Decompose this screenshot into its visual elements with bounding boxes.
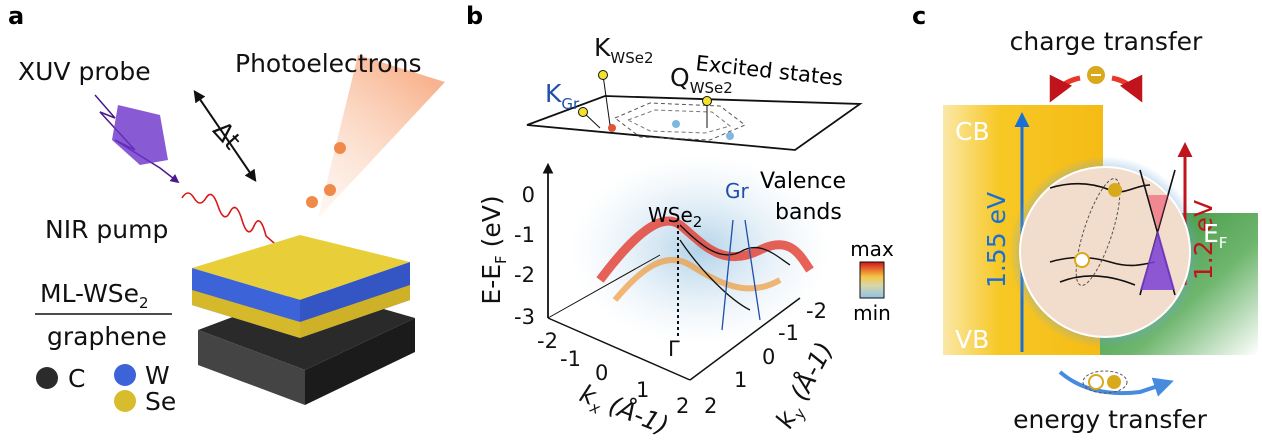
legend-c bbox=[36, 367, 58, 389]
legend-w bbox=[114, 364, 136, 386]
energy-transfer-label: energy transfer bbox=[1013, 405, 1208, 434]
electron bbox=[1107, 375, 1121, 389]
kx-label: kx (Å-1) bbox=[574, 379, 672, 441]
band-label: Gr bbox=[725, 179, 749, 203]
colorbar-min: min bbox=[853, 301, 891, 325]
ky-tick: 2 bbox=[704, 394, 717, 418]
kx-tick: -2 bbox=[537, 329, 558, 353]
colorbar-max: max bbox=[850, 237, 894, 261]
excited-state bbox=[726, 132, 734, 140]
excited-state bbox=[672, 120, 680, 128]
hole bbox=[1089, 375, 1103, 389]
inset-circle bbox=[1020, 167, 1190, 337]
point-label: KGr bbox=[545, 79, 580, 113]
gap-energy: 1.55 eV bbox=[982, 192, 1011, 288]
panel-b: b KWSe2 Excited states KGr QWSe2 Valence… bbox=[466, 2, 894, 441]
legend-label: C bbox=[68, 364, 85, 393]
ky-label: ky (Å-1) bbox=[770, 337, 843, 434]
energy-tick: -3 bbox=[514, 305, 535, 329]
xuv-label: XUV probe bbox=[18, 57, 151, 86]
layer-label: ML-WSe2 bbox=[40, 279, 149, 312]
pin-head bbox=[599, 71, 608, 80]
electron bbox=[334, 142, 346, 154]
energy-axis-label: E-EF (eV) bbox=[477, 195, 510, 304]
transfer-arrow bbox=[1112, 78, 1140, 98]
ky-tick: -2 bbox=[806, 299, 827, 323]
ky-tick: 0 bbox=[762, 345, 775, 369]
legend-label: Se bbox=[145, 387, 176, 416]
kx-tick: 0 bbox=[595, 361, 608, 385]
legend-label: W bbox=[145, 361, 170, 390]
valence-label: Valence bbox=[760, 169, 846, 194]
kx-tick: 2 bbox=[676, 394, 689, 418]
nir-label: NIR pump bbox=[45, 215, 168, 244]
delay-label: Δt bbox=[207, 116, 247, 156]
legend-se bbox=[114, 390, 136, 412]
colorbar bbox=[860, 262, 884, 298]
valence-label: bands bbox=[775, 200, 842, 225]
photoelectron-cone bbox=[318, 55, 445, 218]
panel-label: a bbox=[8, 2, 24, 30]
cb-label: CB bbox=[955, 117, 990, 146]
electron bbox=[324, 184, 336, 196]
photoelectrons-label: Photoelectrons bbox=[235, 49, 421, 78]
energy-tick: -2 bbox=[514, 263, 535, 287]
hole bbox=[1075, 253, 1089, 267]
ky-tick: 1 bbox=[734, 368, 747, 392]
layer-label: graphene bbox=[47, 322, 167, 351]
panel-label: b bbox=[466, 2, 483, 30]
kx-tick: -1 bbox=[560, 347, 581, 371]
panel-c: c charge transfer CB VB 1.55 eV 1.2 eV E… bbox=[912, 2, 1258, 434]
point-label: KWSe2 bbox=[594, 33, 654, 67]
ky-tick: -1 bbox=[778, 321, 799, 345]
vb-label: VB bbox=[955, 325, 989, 354]
figure: a Photoelectrons XUV probe Δt NIR pump M… bbox=[0, 0, 1262, 441]
transfer-arrow bbox=[1052, 78, 1080, 98]
excited-state bbox=[608, 124, 616, 132]
xuv-pulse bbox=[112, 105, 168, 165]
electron bbox=[306, 196, 318, 208]
energy-tick: 0 bbox=[522, 183, 535, 207]
energy-tick: -1 bbox=[514, 223, 535, 247]
panel-a: a Photoelectrons XUV probe Δt NIR pump M… bbox=[8, 2, 445, 416]
pin-head bbox=[703, 97, 712, 106]
gamma-label: Γ bbox=[668, 337, 680, 361]
charge-transfer-label: charge transfer bbox=[1010, 27, 1203, 56]
electron bbox=[1108, 183, 1122, 197]
pin-head bbox=[579, 108, 588, 117]
panel-label: c bbox=[912, 2, 926, 30]
nir-path bbox=[182, 193, 282, 250]
